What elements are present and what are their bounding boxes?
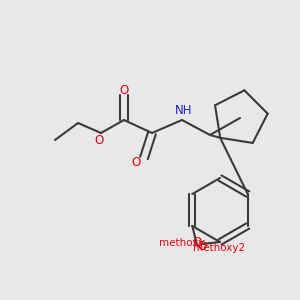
Text: NH: NH <box>175 103 193 116</box>
Text: methoxy2: methoxy2 <box>193 243 245 253</box>
Text: methoxy: methoxy <box>159 238 205 248</box>
Text: O: O <box>94 134 103 148</box>
Text: O: O <box>198 239 207 253</box>
Text: O: O <box>119 83 129 97</box>
Text: O: O <box>192 236 202 250</box>
Text: O: O <box>131 157 141 169</box>
